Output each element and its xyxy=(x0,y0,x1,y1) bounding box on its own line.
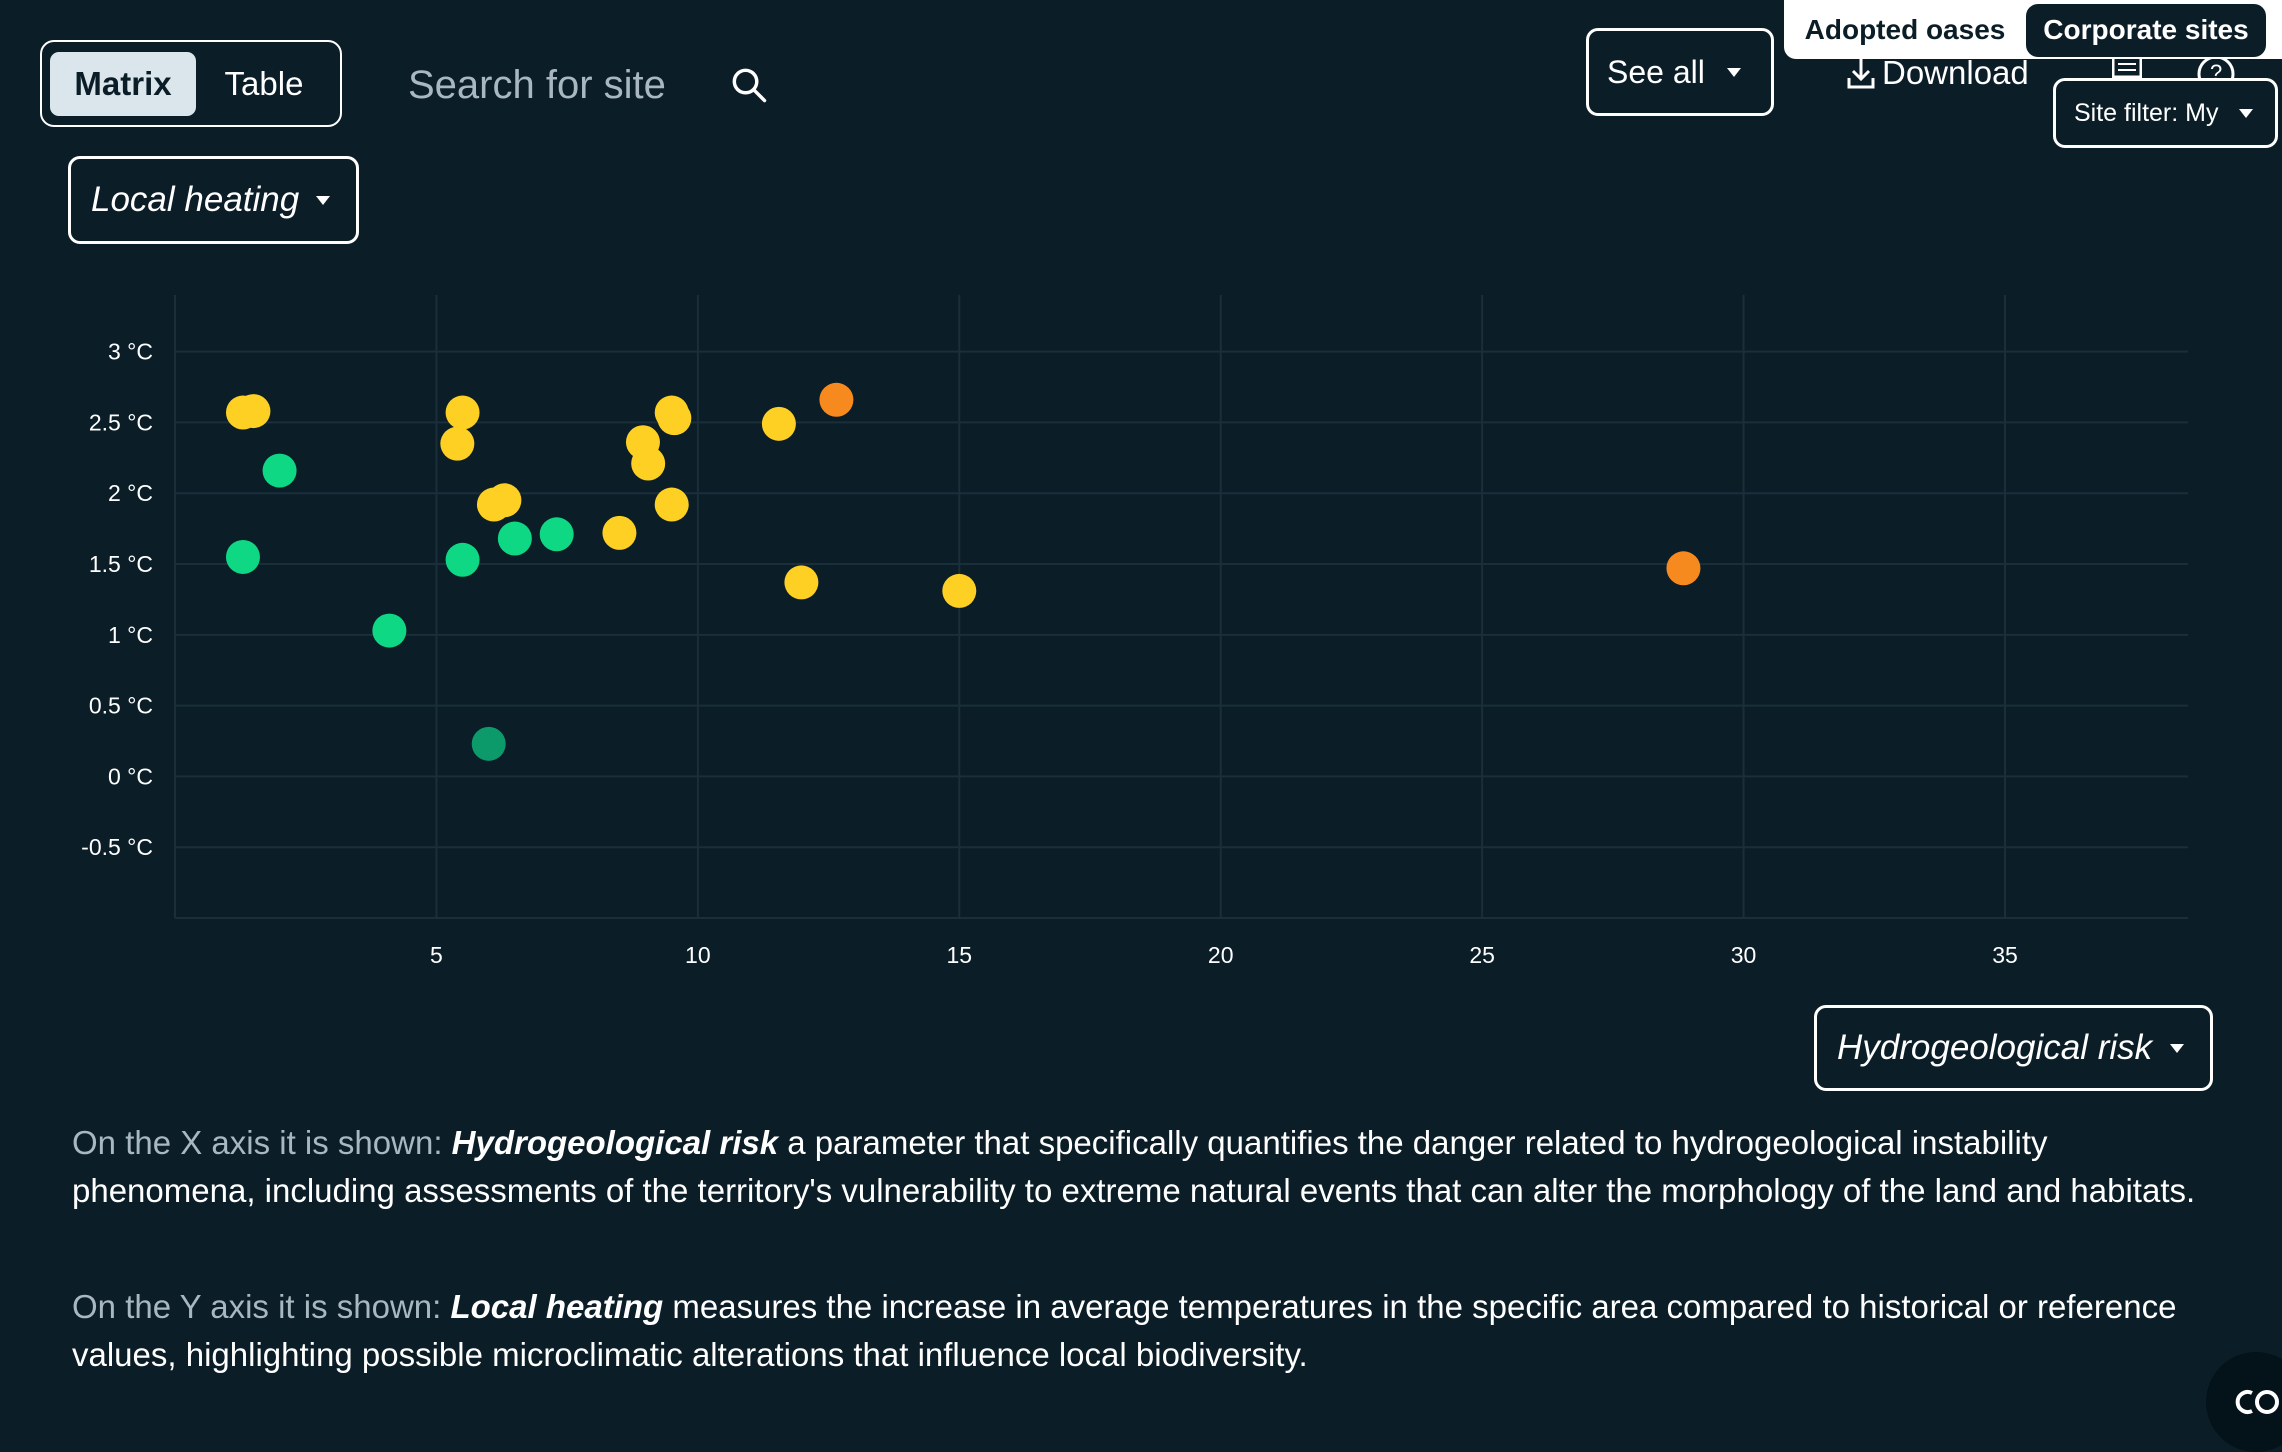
y-axis-metric-dropdown[interactable]: Local heating xyxy=(68,156,359,244)
site-filter-dropdown[interactable]: Site filter: My xyxy=(2053,78,2278,148)
data-point xyxy=(539,517,574,552)
view-toggle: Matrix Table xyxy=(40,40,342,127)
svg-text:?: ? xyxy=(2210,60,2222,82)
chevron-down-icon xyxy=(2239,108,2253,118)
download-label: Download xyxy=(1882,54,2029,91)
list-icon[interactable] xyxy=(2112,56,2142,78)
data-point xyxy=(445,542,480,577)
x-tick-label: 25 xyxy=(1469,942,1495,968)
search-icon[interactable] xyxy=(730,63,768,107)
site-type-tabs: Adopted oases Corporate sites xyxy=(1784,0,2282,59)
see-all-label: See all xyxy=(1607,53,1705,90)
data-point xyxy=(487,483,522,518)
y-tick-label: 2 °C xyxy=(108,480,153,506)
data-point xyxy=(497,521,532,556)
x-axis-metric-dropdown[interactable]: Hydrogeological risk xyxy=(1814,1005,2213,1091)
y-tick-label: 0 °C xyxy=(108,763,153,789)
data-point xyxy=(657,401,692,436)
x-axis-description: On the X axis it is shown: Hydrogeologic… xyxy=(72,1119,2212,1215)
y-axis-ticks: 3 °C 2.5 °C 2 °C 1.5 °C 1 °C 0.5 °C 0 °C -0.5 °… xyxy=(81,339,153,861)
x-tick-label: 20 xyxy=(1208,942,1234,968)
y-tick-label: 1 °C xyxy=(108,622,153,648)
x-tick-label: 30 xyxy=(1731,942,1757,968)
data-point xyxy=(262,453,297,488)
x-tick-label: 5 xyxy=(430,942,443,968)
y-description-text: measures the increase in average tempera… xyxy=(72,1288,2177,1373)
site-search xyxy=(408,52,768,118)
y-tick-label: 1.5 °C xyxy=(89,551,153,577)
y-tick-label: 0.5 °C xyxy=(89,693,153,719)
data-point xyxy=(942,573,977,608)
tab-corporate-sites[interactable]: Corporate sites xyxy=(2026,3,2266,57)
data-point xyxy=(819,382,854,417)
x-description-term: Hydrogeological risk xyxy=(451,1124,779,1161)
chevron-down-icon xyxy=(1727,67,1741,77)
chevron-down-icon xyxy=(316,195,330,205)
data-point xyxy=(440,426,475,461)
x-tick-label: 15 xyxy=(946,942,972,968)
download-icon xyxy=(1847,59,1875,89)
data-point xyxy=(236,394,271,429)
data-point xyxy=(602,515,637,550)
x-tick-label: 35 xyxy=(1992,942,2018,968)
y-description-term: Local heating xyxy=(450,1288,664,1325)
chevron-down-icon xyxy=(2170,1043,2184,1053)
y-axis-description: On the Y axis it is shown: Local heating… xyxy=(72,1283,2212,1379)
data-point xyxy=(654,487,689,522)
data-point xyxy=(372,613,407,648)
data-point xyxy=(225,539,260,574)
y-tick-label: 3 °C xyxy=(108,339,153,365)
data-point xyxy=(445,395,480,430)
chart-grid xyxy=(174,295,2188,919)
data-point xyxy=(761,406,796,441)
chat-button[interactable] xyxy=(2206,1352,2282,1452)
y-tick-label: -0.5 °C xyxy=(81,834,153,860)
x-axis-metric-label: Hydrogeological risk xyxy=(1837,1028,2153,1067)
data-point xyxy=(471,726,506,761)
chat-icon xyxy=(2235,1390,2279,1414)
download-button[interactable]: Download xyxy=(1846,48,2029,98)
search-input[interactable] xyxy=(408,62,708,108)
x-description-text: a parameter that specifically quantifies… xyxy=(72,1124,2196,1209)
scatter-chart: 3 °C 2.5 °C 2 °C 1.5 °C 1 °C 0.5 °C 0 °C -0.5 °… xyxy=(81,295,2188,968)
x-axis-ticks: 5 10 15 20 25 30 35 xyxy=(430,942,2018,968)
table-view-button[interactable]: Table xyxy=(224,64,304,102)
y-description-lead: On the Y axis it is shown: xyxy=(72,1288,442,1325)
x-tick-label: 10 xyxy=(685,942,711,968)
y-tick-label: 2.5 °C xyxy=(89,409,153,435)
data-point xyxy=(784,565,819,600)
y-axis-metric-label: Local heating xyxy=(91,180,300,219)
data-point xyxy=(631,446,666,481)
tab-adopted-oases[interactable]: Adopted oases xyxy=(1804,13,2006,45)
chart-points xyxy=(225,382,1701,761)
x-description-lead: On the X axis it is shown: xyxy=(72,1124,443,1161)
matrix-view-button[interactable]: Matrix xyxy=(50,51,196,116)
see-all-dropdown[interactable]: See all xyxy=(1586,28,1774,116)
data-point xyxy=(1666,551,1701,586)
site-filter-label: Site filter: My xyxy=(2074,98,2219,127)
